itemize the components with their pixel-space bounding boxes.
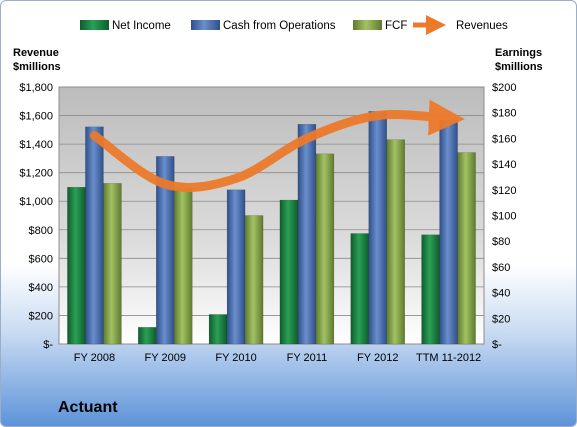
- fcf-bar: [244, 215, 264, 345]
- revenues-line-group: [89, 99, 465, 192]
- legend-swatch-fcf: [353, 20, 382, 30]
- cash-from-operations-bar: [226, 189, 246, 345]
- category-label: FY 2010: [215, 352, 256, 364]
- left-axis-title-line2: $millions: [13, 61, 61, 73]
- right-tick-label: $180: [492, 108, 516, 120]
- net-income-bar: [208, 314, 228, 345]
- cash-from-operations-bar: [297, 124, 317, 345]
- right-axis-ticks: $- $20 $40 $60 $80 $100 $120 $140 $160 $180 $200: [492, 82, 516, 351]
- legend-label-net-income: Net Income: [112, 20, 171, 32]
- left-tick-label: $1,400: [19, 139, 53, 151]
- right-tick-label: $200: [492, 82, 516, 94]
- cash-from-operations-bar: [368, 111, 387, 345]
- fcf-bar: [103, 183, 122, 345]
- fcf-bar: [457, 152, 476, 345]
- category-labels: FY 2008 FY 2009 FY 2010 FY 2011 FY 2012 TTM 1…: [74, 352, 481, 364]
- legend-swatch-net-income: [80, 20, 109, 30]
- left-axis-ticks: $- $200 $400 $600 $800 $1,000 $1,200 $1,400 $1,6…: [19, 82, 53, 351]
- right-tick-label: $100: [492, 211, 516, 223]
- right-tick-label: $160: [492, 133, 516, 145]
- fcf-bar: [174, 188, 193, 345]
- category-label: TTM 11-2012: [416, 352, 481, 364]
- category-label: FY 2009: [145, 352, 186, 364]
- left-tick-label: $800: [29, 225, 53, 237]
- left-tick-label: $1,200: [19, 168, 53, 180]
- legend: Net Income Cash from Operations FCF Reve…: [80, 15, 508, 35]
- right-tick-label: $120: [492, 185, 516, 197]
- right-tick-label: $40: [492, 288, 510, 300]
- right-tick-label: $20: [492, 313, 510, 325]
- left-tick-label: $600: [29, 253, 53, 265]
- plot-area: [58, 86, 485, 345]
- left-tick-label: $1,600: [19, 111, 53, 123]
- left-tick-label: $1,000: [19, 196, 53, 208]
- net-income-bar: [279, 199, 299, 345]
- fcf-bar: [315, 153, 335, 345]
- net-income-bar: [138, 327, 157, 345]
- legend-label-fcf: FCF: [385, 20, 407, 32]
- gridlines: [59, 115, 484, 316]
- right-tick-label: $140: [492, 159, 516, 171]
- category-label: FY 2008: [74, 352, 115, 364]
- fcf-bar: [386, 139, 405, 345]
- left-tick-label: $200: [29, 310, 53, 322]
- company-name: Actuant: [58, 399, 118, 416]
- net-income-bar: [350, 233, 369, 345]
- net-income-bar: [421, 234, 440, 345]
- left-tick-label: $-: [43, 339, 53, 351]
- net-income-bar: [67, 186, 86, 345]
- legend-label-cash-from-operations: Cash from Operations: [223, 20, 336, 32]
- left-tick-label: $400: [29, 282, 53, 294]
- left-axis-title-line1: Revenue: [13, 47, 59, 59]
- revenues-line: [89, 99, 465, 192]
- cash-from-operations-bar: [85, 126, 104, 345]
- category-label: FY 2011: [287, 352, 328, 364]
- bars: [67, 111, 476, 345]
- right-axis-title-line2: $millions: [495, 61, 543, 73]
- legend-swatch-cash-from-operations: [191, 20, 220, 30]
- right-tick-label: $60: [492, 262, 510, 274]
- legend-label-revenues: Revenues: [456, 20, 508, 32]
- left-tick-label: $1,800: [19, 82, 53, 94]
- right-tick-label: $80: [492, 236, 510, 248]
- cash-from-operations-bar: [439, 120, 458, 345]
- category-label: FY 2012: [357, 352, 398, 364]
- right-tick-label: $-: [492, 339, 502, 351]
- right-axis-title-line1: Earnings: [495, 47, 542, 59]
